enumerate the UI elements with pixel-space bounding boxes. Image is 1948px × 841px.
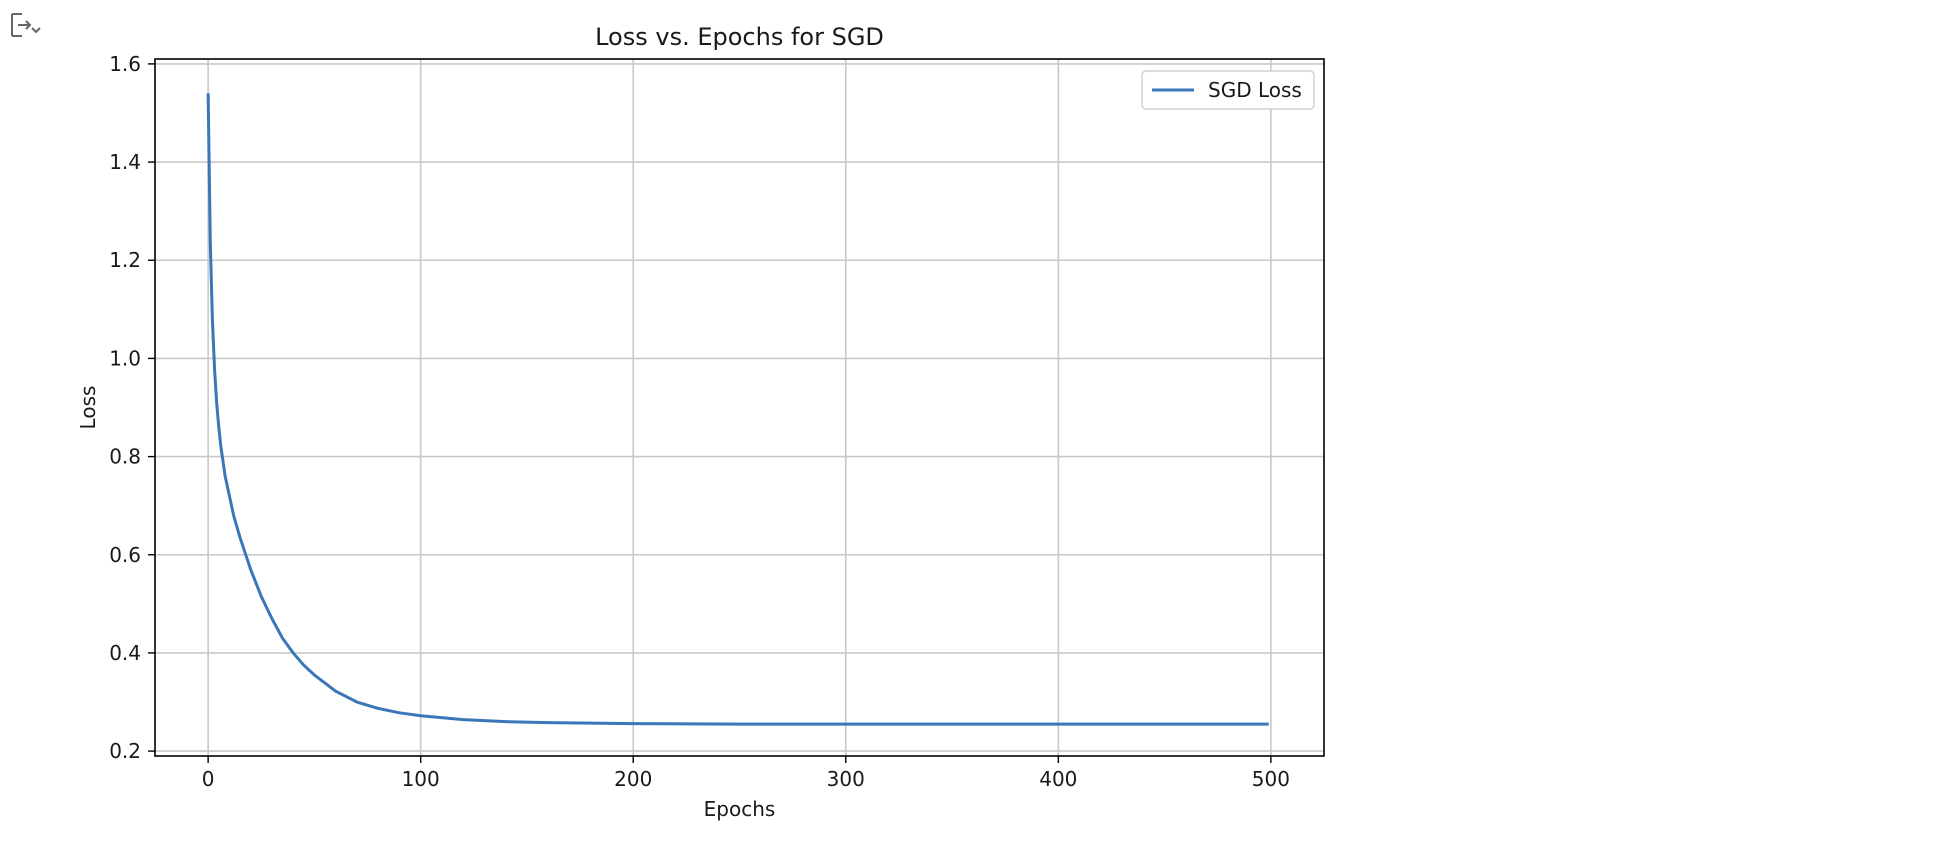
y-tick-label: 1.2: [109, 248, 141, 272]
x-tick-label: 0: [202, 767, 215, 791]
y-tick-label: 0.4: [109, 641, 141, 665]
y-tick-label: 0.6: [109, 543, 141, 567]
x-tick-label: 300: [827, 767, 865, 791]
y-axis-label: Loss: [76, 386, 100, 430]
tick-layer: 0 100 200 300 400 500 0.2 0.4 0.6 0.8 1.0 1.2 1.4 1.6: [109, 52, 1290, 791]
x-tick-label: 500: [1252, 767, 1290, 791]
y-tick-label: 0.8: [109, 445, 141, 469]
x-tick-label: 100: [402, 767, 440, 791]
legend-box: [1141, 70, 1315, 110]
chart-title: Loss vs. Epochs for SGD: [595, 23, 884, 51]
x-tick-label: 400: [1039, 767, 1077, 791]
y-tick-label: 0.2: [109, 739, 141, 763]
y-tick-label: 1.6: [109, 52, 141, 76]
y-tick-label: 1.0: [109, 346, 141, 370]
legend-label-sgd-loss: SGD Loss: [1208, 78, 1302, 102]
plot-frame: [154, 58, 1325, 757]
output-collapse-icon[interactable]: [10, 10, 42, 40]
series-line-sgd-loss: [206, 93, 1269, 726]
legend: SGD Loss: [1141, 70, 1315, 110]
x-tick-label: 200: [614, 767, 652, 791]
series-layer: [206, 93, 1269, 726]
y-tick-label: 1.4: [109, 150, 141, 174]
grid-lines: [155, 59, 1324, 756]
output-collapse-icon-glyph: [11, 13, 41, 37]
x-axis-label: Epochs: [704, 797, 776, 821]
